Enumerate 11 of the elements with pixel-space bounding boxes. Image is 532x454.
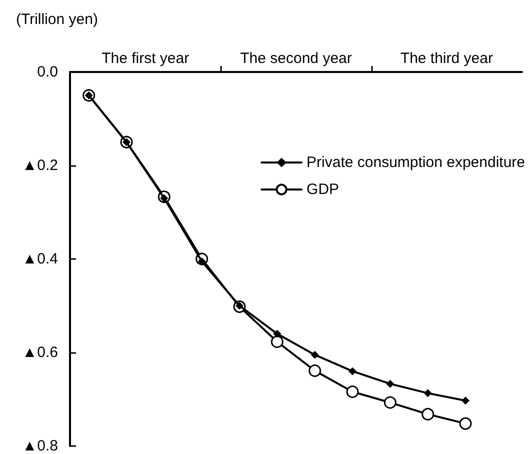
y-tick-label: ▲0.2 — [22, 157, 58, 174]
y-tick-label: ▲0.6 — [22, 344, 58, 361]
text: The third year — [400, 50, 493, 67]
y-axis-title: (Trillion yen) — [16, 11, 98, 28]
y-tick-label: ▲0.4 — [22, 250, 58, 268]
legend-label: GDP — [306, 181, 340, 198]
y-tick-label: 0.0 — [37, 64, 58, 80]
text: The second year — [240, 50, 352, 67]
y-tick-label: ▲0.8 — [22, 438, 58, 454]
text: The first year — [102, 50, 190, 67]
legend-label: Private consumption expenditure — [306, 154, 526, 171]
